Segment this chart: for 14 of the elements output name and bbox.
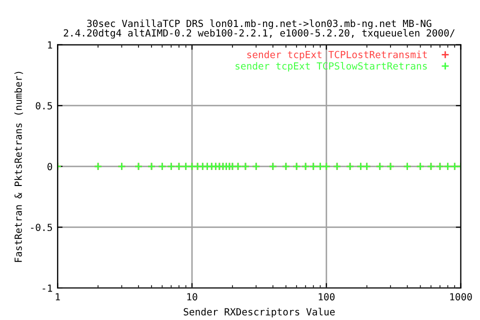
legend-label: sender tcpExt TCPSlowStartRetrans bbox=[236, 62, 427, 72]
y-tick-label: -0.5 bbox=[31, 224, 52, 232]
y-tick-label: -1 bbox=[42, 284, 52, 292]
y-tick-label: 0 bbox=[48, 162, 52, 170]
chart-title: 30sec VanillaTCP DRS lon01.mb-ng.net->lon03.mb-ng.net MB-NG 2.4.20dtg4 altAIMD-0.2 web100-2.2.1, e1000-5.2.20, txqueuelen 2000/ bbox=[64, 20, 455, 39]
y-axis-title: FastRetran & PktsRetrans (number) bbox=[14, 72, 24, 262]
y-tick-label: 1 bbox=[48, 41, 52, 49]
x-tick-label: 100 bbox=[318, 293, 335, 300]
x-tick-label: 1000 bbox=[450, 293, 472, 300]
legend-label: sender tcpExt TCPLostRetransmit bbox=[247, 50, 427, 60]
x-axis-title: Sender RXDescriptors Value bbox=[184, 308, 335, 318]
x-tick-label: 1 bbox=[56, 293, 60, 300]
x-tick-label: 10 bbox=[187, 293, 198, 300]
y-tick-label: 0.5 bbox=[36, 102, 52, 110]
